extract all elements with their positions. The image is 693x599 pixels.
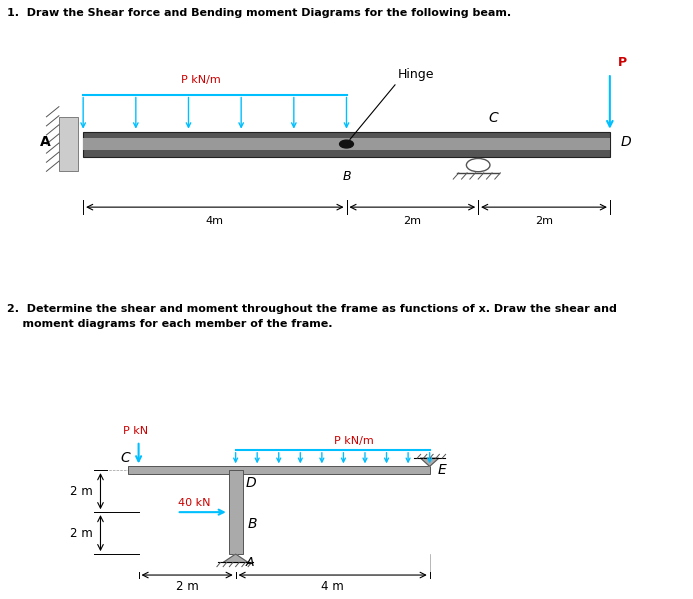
Text: 2 m: 2 m: [70, 527, 92, 540]
Text: D: D: [620, 135, 631, 149]
Text: A: A: [40, 135, 51, 149]
Text: A: A: [246, 556, 254, 568]
Text: 40 kN: 40 kN: [178, 498, 211, 508]
Text: 2m: 2m: [403, 216, 421, 226]
Text: Hinge: Hinge: [398, 68, 434, 81]
Text: D: D: [246, 476, 256, 489]
Text: P kN/m: P kN/m: [333, 436, 374, 446]
Text: 4m: 4m: [206, 216, 224, 226]
Text: P kN: P kN: [123, 426, 148, 436]
Text: 1.  Draw the Shear force and Bending moment Diagrams for the following beam.: 1. Draw the Shear force and Bending mome…: [7, 8, 511, 18]
Bar: [128, 466, 430, 474]
Bar: [229, 470, 243, 554]
Text: C: C: [489, 111, 498, 125]
Bar: [59, 117, 78, 171]
Text: 2m: 2m: [535, 216, 553, 226]
Text: 2.  Determine the shear and moment throughout the frame as functions of x. Draw : 2. Determine the shear and moment throug…: [7, 304, 617, 314]
Bar: [83, 132, 610, 156]
Text: B: B: [342, 170, 351, 183]
Text: C: C: [121, 451, 130, 465]
Text: P kN/m: P kN/m: [181, 75, 221, 85]
Text: B: B: [248, 516, 258, 531]
Text: P: P: [618, 56, 627, 69]
Text: 2 m: 2 m: [176, 580, 198, 594]
Text: 2 m: 2 m: [70, 485, 92, 498]
Text: E: E: [438, 463, 447, 477]
Polygon shape: [421, 458, 439, 466]
Text: 4 m: 4 m: [322, 580, 344, 594]
Circle shape: [340, 140, 353, 148]
Bar: [83, 138, 610, 150]
Polygon shape: [223, 554, 248, 562]
Text: moment diagrams for each member of the frame.: moment diagrams for each member of the f…: [7, 319, 333, 329]
